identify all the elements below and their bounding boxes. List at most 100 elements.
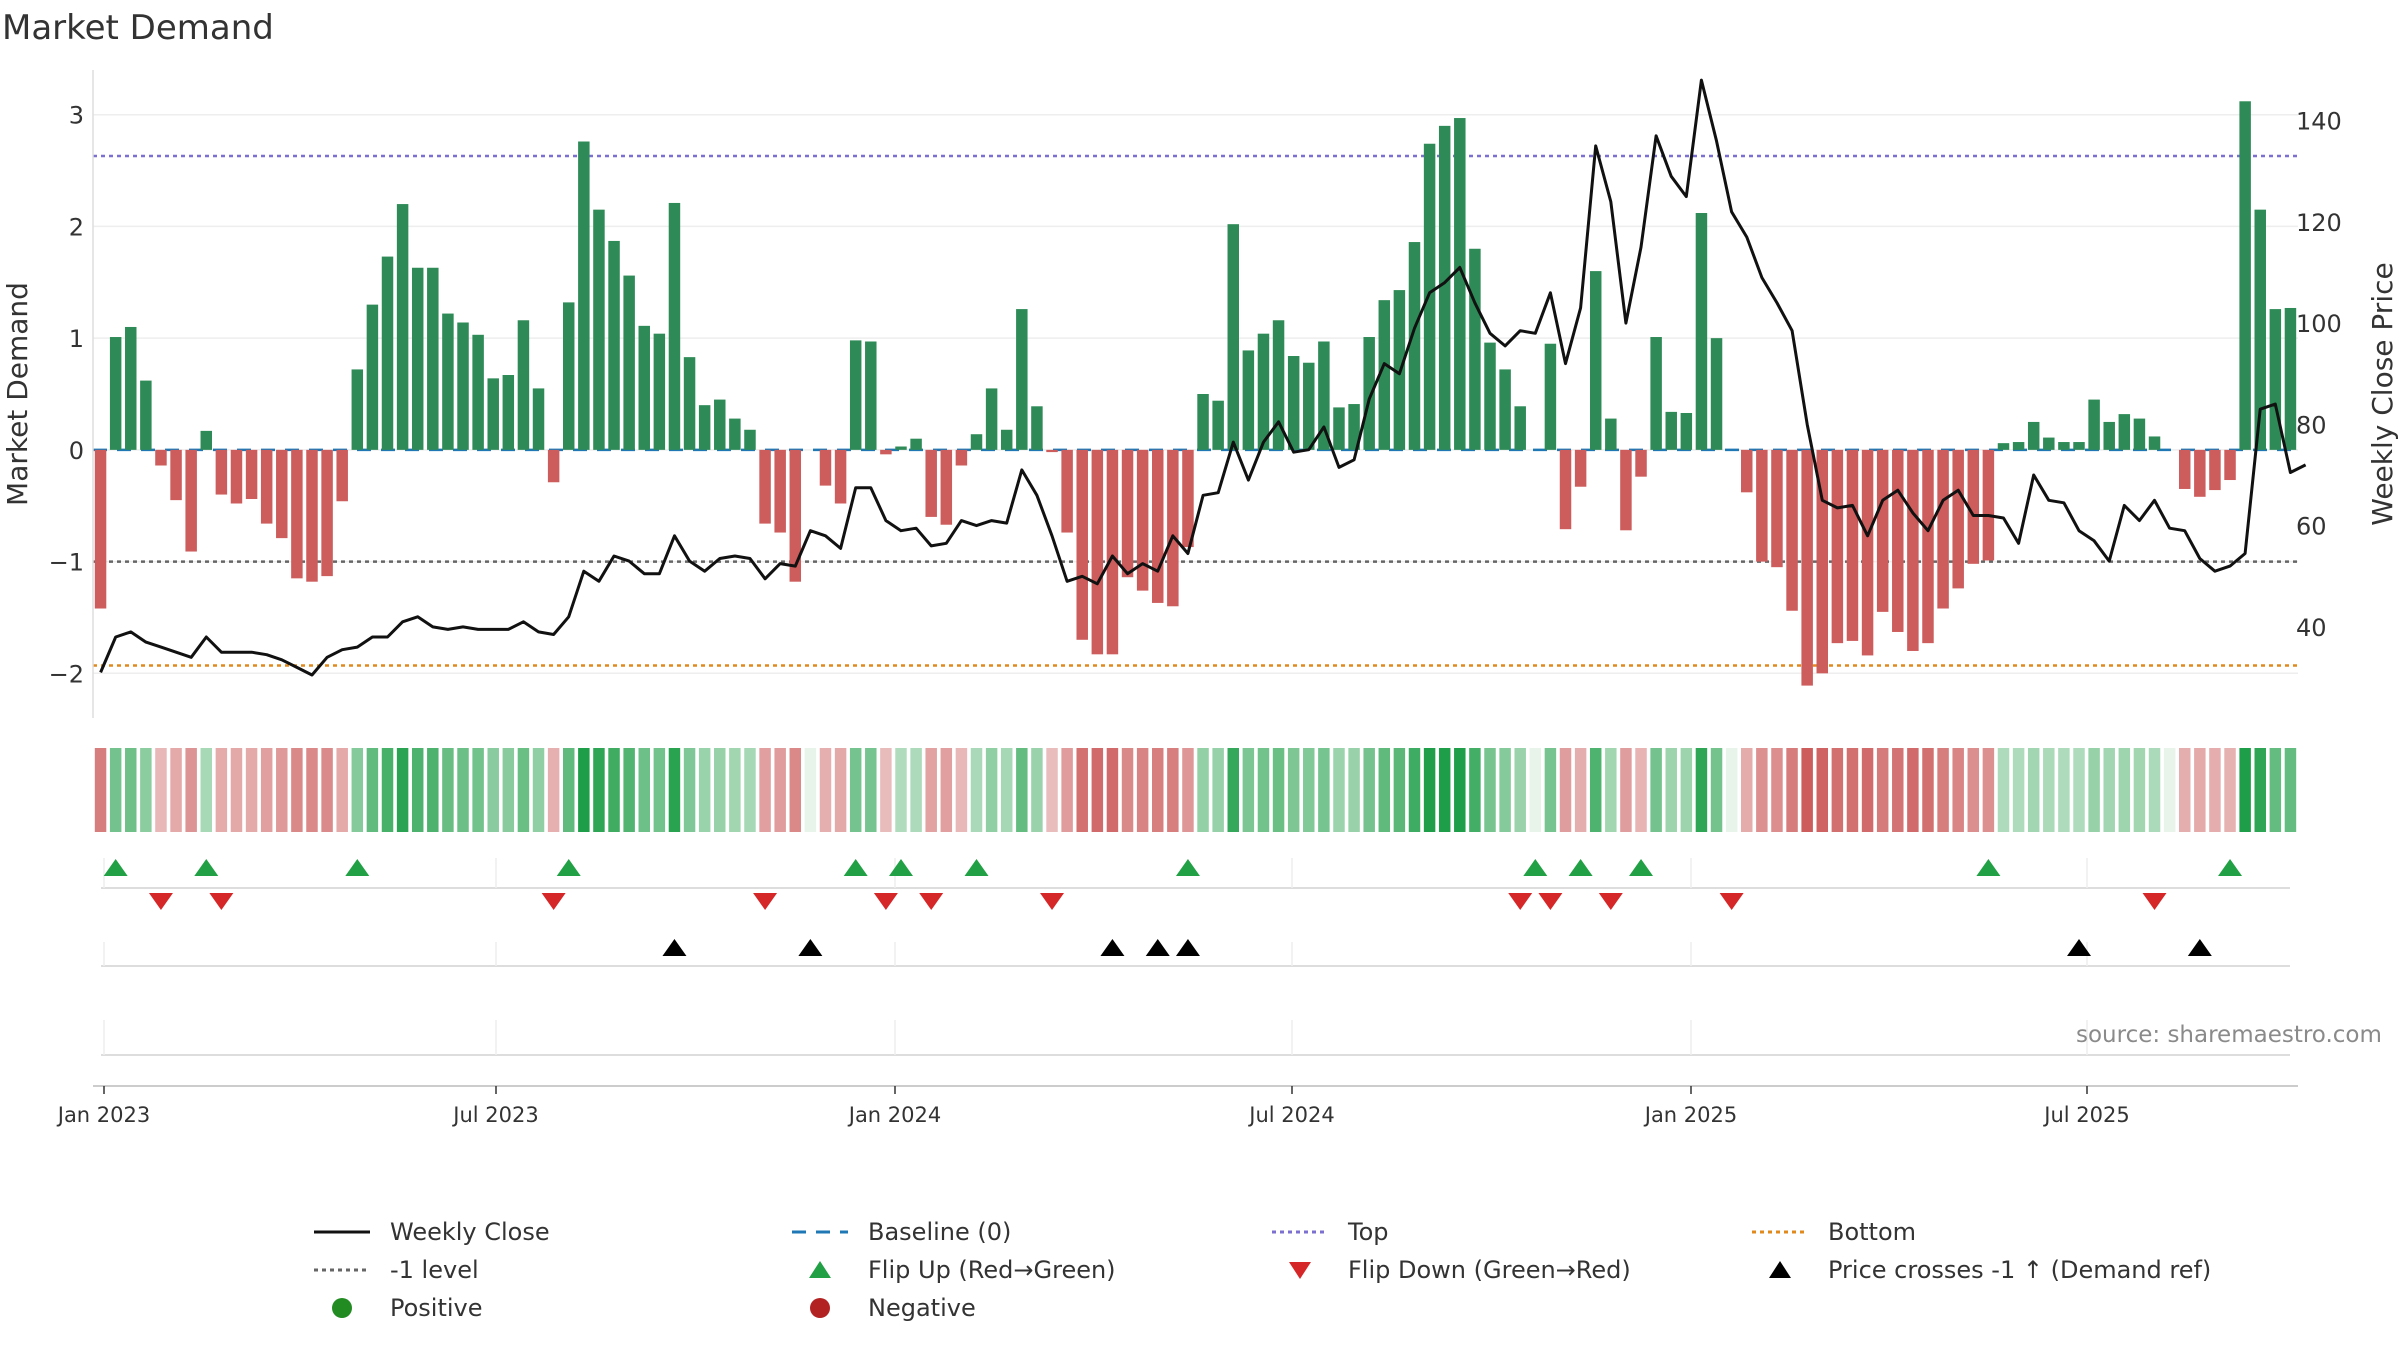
right-tick-label: 140 bbox=[2296, 108, 2342, 136]
negative-bar bbox=[547, 449, 560, 483]
heat-cell bbox=[1106, 748, 1119, 832]
price-cross-marker bbox=[2067, 939, 2092, 956]
heat-cell bbox=[1121, 748, 1134, 832]
left-axis-label: Market Demand bbox=[1, 282, 34, 506]
heat-cell bbox=[1438, 748, 1451, 832]
heat-cell bbox=[638, 748, 650, 832]
legend-item-price-crosses[interactable]: Price crosses -1 ↑ (Demand ref) bbox=[1750, 1256, 2211, 1284]
legend-item-positive[interactable]: Positive bbox=[312, 1294, 483, 1322]
right-tick-label: 40 bbox=[2296, 614, 2327, 642]
negative-bar bbox=[1952, 449, 1964, 589]
heat-cell bbox=[532, 748, 545, 832]
positive-bar bbox=[381, 256, 394, 450]
positive-bar bbox=[502, 375, 515, 450]
flip-down-marker bbox=[1508, 893, 1533, 910]
right-tick-label: 100 bbox=[2296, 310, 2342, 338]
heat-cell bbox=[1816, 748, 1829, 832]
positive-bar bbox=[487, 378, 499, 450]
flip-down-marker bbox=[753, 893, 778, 910]
positive-bar bbox=[1031, 406, 1043, 450]
heat-cell bbox=[2178, 748, 2191, 832]
positive-bar bbox=[2118, 414, 2131, 450]
price-cross-marker bbox=[2187, 939, 2212, 956]
legend-label: Positive bbox=[390, 1294, 483, 1322]
legend: Weekly Close Baseline (0) Top Bottom -1 … bbox=[0, 1208, 2400, 1338]
heat-cell bbox=[472, 748, 484, 832]
negative-bar bbox=[774, 449, 786, 533]
legend-item-minus-one-level[interactable]: -1 level bbox=[312, 1256, 479, 1284]
legend-item-negative[interactable]: Negative bbox=[790, 1294, 976, 1322]
heat-cell bbox=[1061, 748, 1073, 832]
heat-cell bbox=[714, 748, 726, 832]
heat-cell bbox=[547, 748, 560, 832]
heat-cell bbox=[140, 748, 152, 832]
positive-bar bbox=[442, 313, 454, 450]
negative-bar bbox=[1121, 449, 1134, 578]
negative-bar bbox=[245, 449, 258, 500]
heat-cell bbox=[1574, 748, 1587, 832]
negative-bar bbox=[1106, 449, 1119, 655]
heat-cell bbox=[593, 748, 605, 832]
positive-bar bbox=[396, 204, 409, 450]
legend-item-baseline[interactable]: Baseline (0) bbox=[790, 1218, 1011, 1246]
positive-bar bbox=[109, 337, 122, 450]
negative-bar bbox=[1091, 449, 1104, 655]
positive-bar bbox=[1318, 341, 1330, 450]
heat-cell bbox=[729, 748, 741, 832]
flip-down-marker bbox=[209, 893, 234, 910]
heat-cell bbox=[1605, 748, 1617, 832]
flip-down-marker bbox=[873, 893, 898, 910]
legend-item-flip-down[interactable]: Flip Down (Green→Red) bbox=[1270, 1256, 1631, 1284]
positive-bar bbox=[2012, 442, 2025, 450]
heat-cell bbox=[306, 748, 318, 832]
negative-bar bbox=[185, 449, 197, 552]
negative-bar bbox=[2194, 449, 2206, 497]
heat-cell bbox=[608, 748, 620, 832]
positive-bar bbox=[578, 141, 590, 450]
negative-bar bbox=[215, 449, 228, 495]
heat-cell bbox=[2058, 748, 2070, 832]
positive-bar bbox=[1227, 224, 1239, 450]
heat-cell bbox=[1423, 748, 1436, 832]
heat-cell bbox=[1831, 748, 1844, 832]
legend-item-weekly-close[interactable]: Weekly Close bbox=[312, 1218, 550, 1246]
grid-lines bbox=[93, 113, 2298, 675]
left-tick-label: 3 bbox=[69, 102, 84, 130]
legend-item-bottom[interactable]: Bottom bbox=[1750, 1218, 1916, 1246]
heat-cell bbox=[291, 748, 303, 832]
heat-cell bbox=[1484, 748, 1496, 832]
negative-bar bbox=[1771, 449, 1783, 568]
positive-bar bbox=[2148, 436, 2161, 450]
negative-bar bbox=[306, 449, 318, 582]
positive-bar bbox=[668, 202, 681, 450]
positive-bar bbox=[366, 304, 379, 450]
negative-bar bbox=[1937, 449, 1949, 609]
positive-bar bbox=[2043, 437, 2055, 450]
heat-cell bbox=[1589, 748, 1602, 832]
right-axis-label: Weekly Close Price bbox=[2366, 262, 2399, 525]
negative-bar bbox=[1182, 449, 1194, 548]
positive-bar bbox=[1680, 412, 1693, 450]
dotted-line-icon bbox=[314, 1268, 370, 1272]
heat-cell bbox=[366, 748, 379, 832]
heat-cell bbox=[1650, 748, 1662, 832]
negative-bar bbox=[230, 449, 243, 504]
flip-down-marker bbox=[1538, 893, 1563, 910]
legend-item-top[interactable]: Top bbox=[1270, 1218, 1389, 1246]
heat-cell bbox=[1544, 748, 1557, 832]
positive-bar bbox=[1438, 125, 1451, 450]
positive-bar bbox=[1016, 309, 1028, 450]
positive-bar bbox=[2284, 307, 2297, 450]
price-cross-marker bbox=[1100, 939, 1125, 956]
triangle-up-icon bbox=[1769, 1261, 1791, 1278]
positive-bar bbox=[1589, 271, 1602, 450]
heat-cell bbox=[2224, 748, 2236, 832]
heat-cell bbox=[1046, 748, 1058, 832]
heat-cell bbox=[155, 748, 167, 832]
dotted-line-icon bbox=[1752, 1230, 1808, 1234]
heat-cell bbox=[1695, 748, 1708, 832]
positive-bar bbox=[849, 340, 862, 450]
legend-item-flip-up[interactable]: Flip Up (Red→Green) bbox=[790, 1256, 1116, 1284]
positive-bar bbox=[1287, 356, 1300, 450]
positive-bar bbox=[2027, 421, 2040, 450]
